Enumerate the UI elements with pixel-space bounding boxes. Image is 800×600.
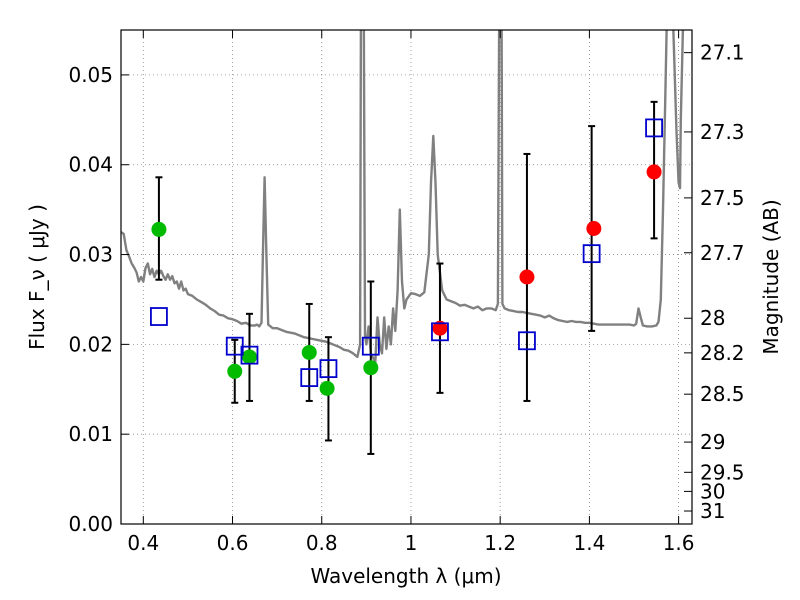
green-point bbox=[319, 380, 335, 396]
x-tick-label: 0.8 bbox=[306, 531, 338, 555]
blue-square-point bbox=[361, 336, 380, 356]
red-point bbox=[432, 320, 448, 336]
y-right-tick-label: 27.5 bbox=[700, 186, 745, 210]
y-tick-label: 0.05 bbox=[68, 63, 113, 87]
blue-square-point bbox=[150, 307, 168, 326]
x-axis-label: Wavelength λ (μm) bbox=[310, 564, 501, 588]
y-axis-right-label: Magnitude (AB) bbox=[759, 199, 783, 354]
y-right-tick-label: 28.5 bbox=[700, 382, 745, 406]
blue-square-point bbox=[431, 322, 449, 342]
y-right-tick-label: 30 bbox=[700, 479, 725, 503]
data-layer bbox=[121, 30, 685, 364]
y-tick-label: 0.00 bbox=[68, 512, 113, 536]
green-point bbox=[241, 349, 257, 365]
x-tick-label: 1 bbox=[405, 531, 418, 555]
x-tick-label: 1.6 bbox=[663, 531, 695, 555]
y-right-tick-label: 27.3 bbox=[700, 120, 745, 144]
y-tick-label: 0.02 bbox=[68, 332, 113, 356]
ticks: 0.4 0.6 0.8 1 1.2 1.4 1.6 0.00 0.01 0.02 0.03 0.04 0… bbox=[68, 30, 745, 555]
y-tick-label: 0.03 bbox=[68, 243, 113, 267]
y-right-tick-label: 29 bbox=[700, 430, 725, 454]
y-axis-label: Flux F_ν ( μJy ) bbox=[25, 204, 49, 350]
x-tick-label: 0.6 bbox=[217, 531, 249, 555]
green-point bbox=[363, 360, 379, 376]
y-right-tick-label: 31 bbox=[700, 499, 725, 523]
blue-square-point bbox=[645, 118, 663, 138]
y-right-tick-label: 28.2 bbox=[700, 341, 745, 365]
y-right-tick-label: 28 bbox=[700, 306, 725, 330]
blue-square-point bbox=[582, 244, 601, 264]
red-point bbox=[519, 269, 535, 285]
blue-square-point bbox=[319, 359, 338, 379]
plot-background bbox=[121, 30, 692, 524]
model-spectrum-line bbox=[121, 30, 685, 364]
blue-square-point bbox=[240, 345, 259, 365]
red-point bbox=[646, 164, 662, 180]
blue-square-point bbox=[518, 331, 536, 351]
y-tick-label: 0.04 bbox=[68, 153, 113, 177]
y-tick-label: 0.01 bbox=[68, 422, 113, 446]
marker-layer bbox=[150, 100, 663, 455]
y-right-tick-label: 27.1 bbox=[700, 41, 745, 65]
x-tick-label: 1.2 bbox=[484, 531, 516, 555]
y-right-tick-label: 29.5 bbox=[700, 460, 745, 484]
plot-frame bbox=[120, 29, 693, 525]
x-tick-label: 0.4 bbox=[127, 531, 159, 555]
blue-square-point bbox=[300, 368, 319, 387]
green-point bbox=[301, 344, 317, 360]
green-point bbox=[227, 363, 243, 379]
y-right-tick-label: 27.7 bbox=[700, 241, 745, 265]
green-point bbox=[151, 221, 167, 237]
x-tick-label: 1.4 bbox=[573, 531, 605, 555]
red-point bbox=[586, 220, 602, 236]
